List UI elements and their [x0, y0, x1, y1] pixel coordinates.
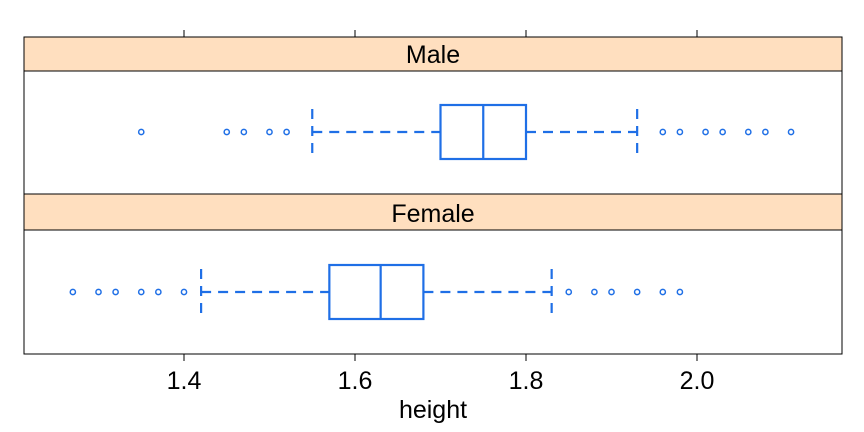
- panel-male: Male: [23, 36, 843, 195]
- outlier-point: [283, 128, 290, 136]
- outlier-point: [137, 288, 145, 296]
- outlier-point: [95, 288, 102, 296]
- outlier-point: [69, 288, 77, 296]
- outlier-point: [676, 128, 684, 136]
- outlier-point: [266, 128, 273, 136]
- outlier-point: [744, 128, 752, 136]
- outlier-point: [659, 128, 667, 136]
- strip-label-female: Female: [391, 200, 474, 228]
- outlier-point: [719, 128, 727, 136]
- outlier-point: [676, 288, 684, 296]
- outlier-point: [591, 288, 598, 296]
- panel-marks-female: [69, 263, 684, 321]
- outlier-point: [659, 288, 667, 296]
- outlier-point: [762, 128, 769, 136]
- outlier-point: [112, 288, 119, 296]
- panel-marks-male: [137, 103, 795, 161]
- outlier-point: [137, 128, 145, 136]
- panel-frame-female: [23, 229, 843, 355]
- x-tick-label: 1.8: [509, 367, 544, 395]
- strip-label-male: Male: [406, 41, 460, 69]
- outlier-point: [240, 128, 248, 136]
- x-tick-label: 1.6: [338, 367, 373, 395]
- x-axis-label: height: [399, 396, 467, 424]
- strip-male: [23, 36, 843, 72]
- outlier-point: [787, 128, 795, 136]
- outlier-point: [180, 288, 188, 296]
- outlier-point: [633, 288, 641, 296]
- x-axis: 1.4 1.6 1.8 2.0: [167, 30, 715, 395]
- outlier-point: [565, 288, 573, 296]
- x-tick-label: 2.0: [680, 367, 715, 395]
- outlier-point: [702, 128, 709, 136]
- outlier-point: [155, 288, 162, 296]
- iqr-box: [328, 263, 425, 321]
- panel-female: Female: [23, 193, 843, 355]
- strip-female: [23, 193, 843, 231]
- outlier-point: [608, 288, 615, 296]
- x-tick-label: 1.4: [167, 367, 202, 395]
- outlier-point: [223, 128, 231, 136]
